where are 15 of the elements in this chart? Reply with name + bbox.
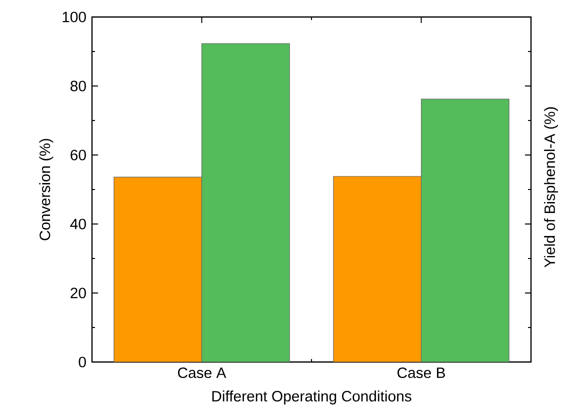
bar: [420, 98, 510, 362]
y2-axis-title: Yield of Bisphenol-A (%): [544, 107, 558, 268]
x-tick-label: Case B: [398, 367, 445, 378]
bar: [333, 176, 422, 362]
x-axis-title: Different Operating Conditions: [212, 390, 412, 404]
y-tick-label: 100: [62, 12, 86, 22]
y-tick-label: 60: [70, 150, 86, 160]
y-axis-title: Conversion (%): [39, 138, 54, 240]
y-tick-label: 40: [70, 218, 86, 230]
bar: [114, 176, 202, 362]
y-tick-label: 20: [70, 288, 86, 298]
y-tick-label: 80: [70, 80, 86, 92]
x-tick-label: Case A: [178, 367, 226, 378]
y-tick-label: 0: [78, 356, 86, 368]
bar: [201, 43, 290, 362]
